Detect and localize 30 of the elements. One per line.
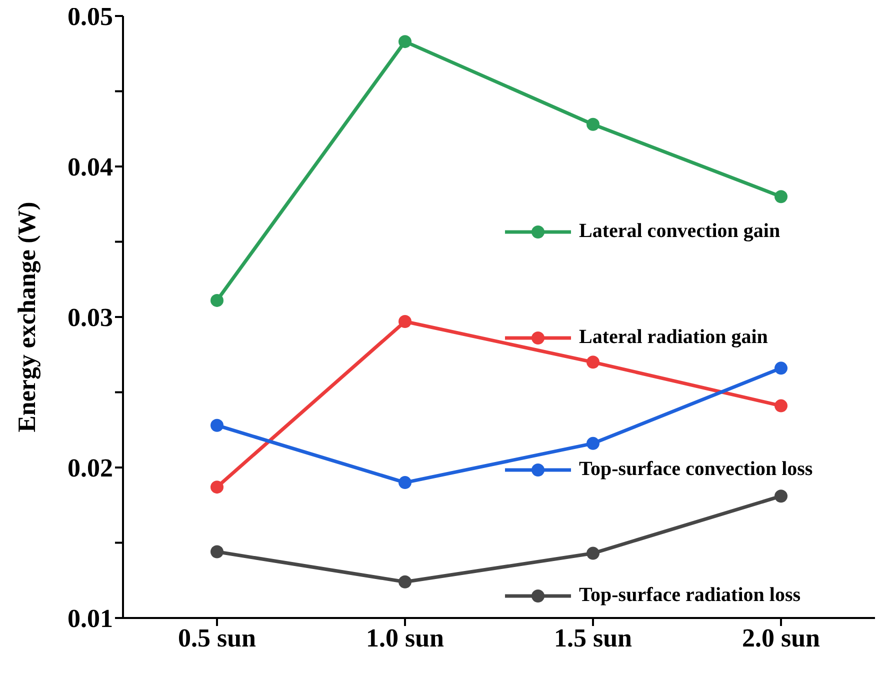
point <box>398 476 412 490</box>
point <box>210 294 224 307</box>
point <box>398 575 412 588</box>
y-tick-label: 0.04 <box>68 152 113 182</box>
y-tick-label: 0.05 <box>68 2 113 32</box>
x-tick-label: 1.5 sun <box>554 623 633 652</box>
point <box>774 399 788 412</box>
x-tick-label: 2.0 sun <box>742 623 821 652</box>
point <box>586 118 600 131</box>
point <box>210 480 224 494</box>
point <box>586 436 600 450</box>
legend-label: Top-surface convection loss <box>579 458 813 481</box>
legend-label: Top-surface radiation loss <box>579 584 801 607</box>
point <box>398 315 412 328</box>
y-tick-label: 0.02 <box>68 454 113 483</box>
x-tick-label: 1.0 sun <box>366 623 445 652</box>
y-axis-title: Energy exchange (W) <box>14 202 41 432</box>
point <box>586 546 600 560</box>
point <box>774 490 788 503</box>
point <box>774 190 788 204</box>
point <box>398 35 412 48</box>
point <box>774 362 788 375</box>
legend-label: Lateral radiation gain <box>579 326 768 349</box>
point <box>210 418 224 432</box>
point <box>586 356 600 369</box>
legend-label: Lateral convection gain <box>579 220 780 243</box>
x-tick-label: 0.5 sun <box>178 623 257 652</box>
point <box>210 545 224 558</box>
y-tick-label: 0.03 <box>68 303 113 332</box>
y-tick-label: 0.01 <box>68 604 113 634</box>
